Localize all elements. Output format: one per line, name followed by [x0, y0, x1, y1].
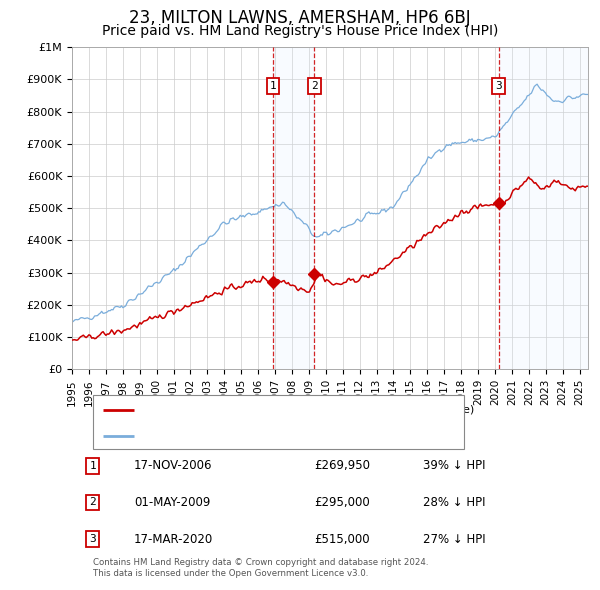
- Text: 1: 1: [269, 81, 277, 91]
- FancyBboxPatch shape: [92, 395, 464, 449]
- Text: 23, MILTON LAWNS, AMERSHAM, HP6 6BJ: 23, MILTON LAWNS, AMERSHAM, HP6 6BJ: [129, 8, 471, 27]
- Text: 1: 1: [89, 461, 96, 471]
- Text: 2: 2: [89, 497, 96, 507]
- Text: £295,000: £295,000: [314, 496, 370, 509]
- Text: 2: 2: [311, 81, 318, 91]
- Text: £515,000: £515,000: [314, 533, 370, 546]
- Text: HPI: Average price, detached house, Buckinghamshire: HPI: Average price, detached house, Buck…: [144, 431, 448, 441]
- Text: 01-MAY-2009: 01-MAY-2009: [134, 496, 210, 509]
- Bar: [273, 47, 314, 369]
- Text: 28% ↓ HPI: 28% ↓ HPI: [423, 496, 485, 509]
- Text: 23, MILTON LAWNS, AMERSHAM, HP6 6BJ (detached house): 23, MILTON LAWNS, AMERSHAM, HP6 6BJ (det…: [144, 405, 475, 415]
- Bar: [499, 47, 588, 369]
- Text: 3: 3: [89, 534, 96, 544]
- Text: 39% ↓ HPI: 39% ↓ HPI: [423, 460, 485, 473]
- Text: 3: 3: [495, 81, 502, 91]
- Text: Contains HM Land Registry data © Crown copyright and database right 2024.
This d: Contains HM Land Registry data © Crown c…: [92, 558, 428, 578]
- Text: 17-NOV-2006: 17-NOV-2006: [134, 460, 212, 473]
- Text: Price paid vs. HM Land Registry's House Price Index (HPI): Price paid vs. HM Land Registry's House …: [102, 24, 498, 38]
- Text: 17-MAR-2020: 17-MAR-2020: [134, 533, 213, 546]
- Text: £269,950: £269,950: [314, 460, 371, 473]
- Text: 27% ↓ HPI: 27% ↓ HPI: [423, 533, 485, 546]
